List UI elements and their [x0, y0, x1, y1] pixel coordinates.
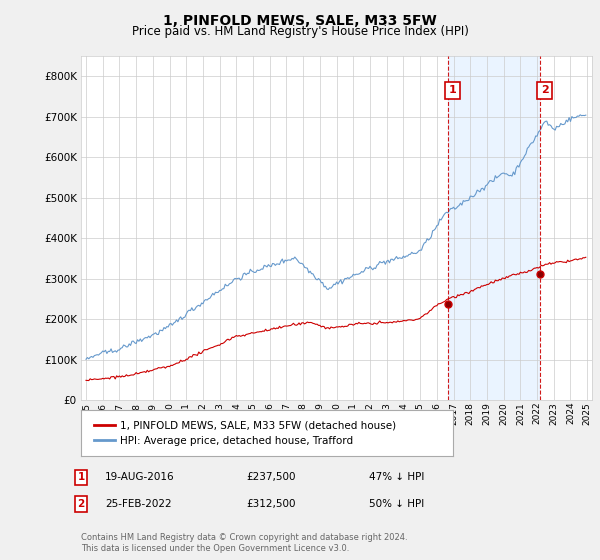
Bar [448, 56, 539, 400]
Text: 47% ↓ HPI: 47% ↓ HPI [369, 472, 424, 482]
Text: 1, PINFOLD MEWS, SALE, M33 5FW: 1, PINFOLD MEWS, SALE, M33 5FW [163, 14, 437, 28]
Text: 1: 1 [449, 86, 457, 95]
Text: 2: 2 [541, 86, 548, 95]
Text: Price paid vs. HM Land Registry's House Price Index (HPI): Price paid vs. HM Land Registry's House … [131, 25, 469, 38]
Text: 50% ↓ HPI: 50% ↓ HPI [369, 499, 424, 509]
Text: £312,500: £312,500 [246, 499, 296, 509]
Text: £237,500: £237,500 [246, 472, 296, 482]
Text: 25-FEB-2022: 25-FEB-2022 [105, 499, 172, 509]
Text: 2: 2 [77, 499, 85, 509]
Text: 1: 1 [77, 472, 85, 482]
Text: 19-AUG-2016: 19-AUG-2016 [105, 472, 175, 482]
Text: Contains HM Land Registry data © Crown copyright and database right 2024.
This d: Contains HM Land Registry data © Crown c… [81, 533, 407, 553]
Legend: 1, PINFOLD MEWS, SALE, M33 5FW (detached house), HPI: Average price, detached ho: 1, PINFOLD MEWS, SALE, M33 5FW (detached… [90, 417, 400, 450]
